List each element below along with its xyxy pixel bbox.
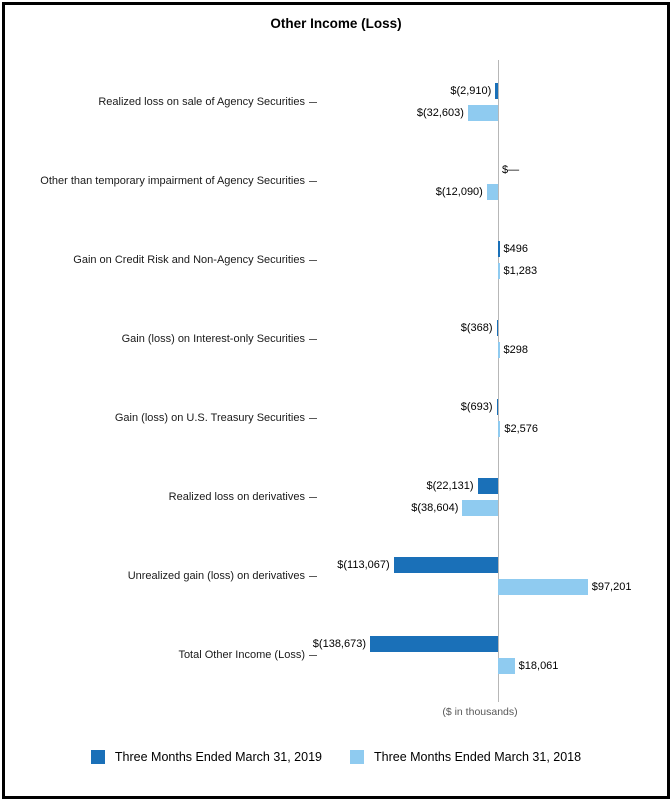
bar-series-2019 bbox=[498, 240, 500, 257]
legend-swatch-2018 bbox=[350, 750, 364, 764]
value-label: $(38,604) bbox=[411, 501, 459, 514]
bar-series-2018 bbox=[498, 578, 588, 595]
category-label: Other than temporary impairment of Agenc… bbox=[40, 174, 305, 187]
legend-item-2019: Three Months Ended March 31, 2019 bbox=[90, 750, 322, 764]
bar-series-2018 bbox=[498, 420, 501, 437]
category-tick bbox=[309, 101, 317, 103]
bar-series-2018 bbox=[498, 657, 515, 674]
zero-axis-line bbox=[498, 60, 499, 702]
value-label: $(32,603) bbox=[416, 106, 464, 119]
value-label: $— bbox=[502, 163, 520, 176]
category-tick bbox=[309, 417, 317, 419]
category-label: Realized loss on sale of Agency Securiti… bbox=[98, 95, 305, 108]
bar-series-2018 bbox=[467, 104, 498, 121]
value-label: $97,201 bbox=[591, 580, 632, 593]
value-label: $1,283 bbox=[503, 264, 538, 277]
legend-label-2019: Three Months Ended March 31, 2019 bbox=[114, 750, 322, 764]
category-label: Gain (loss) on U.S. Treasury Securities bbox=[114, 411, 305, 424]
bar-series-2019 bbox=[496, 319, 498, 336]
bar-series-2018 bbox=[498, 341, 500, 358]
legend-label-2018: Three Months Ended March 31, 2018 bbox=[374, 750, 582, 764]
category-label: Realized loss on derivatives bbox=[168, 490, 305, 503]
bar-series-2019 bbox=[496, 398, 498, 415]
bar-series-2018 bbox=[462, 499, 498, 516]
category-tick bbox=[309, 654, 317, 656]
value-label: $(12,090) bbox=[435, 185, 483, 198]
axis-units-note: ($ in thousands) bbox=[442, 706, 518, 718]
value-label: $(138,673) bbox=[312, 637, 367, 650]
category-label: Gain (loss) on Interest-only Securities bbox=[121, 332, 305, 345]
bar-series-2019 bbox=[477, 477, 498, 494]
category-tick bbox=[309, 259, 317, 261]
bar-series-2019 bbox=[393, 556, 498, 573]
category-tick bbox=[309, 180, 317, 182]
value-label: $298 bbox=[503, 343, 528, 356]
value-label: $(693) bbox=[460, 400, 493, 413]
category-tick bbox=[309, 496, 317, 498]
value-label: $18,061 bbox=[518, 659, 559, 672]
bar-series-2019 bbox=[495, 82, 498, 99]
category-tick bbox=[309, 338, 317, 340]
value-label: $(22,131) bbox=[426, 479, 474, 492]
bar-series-2018 bbox=[498, 262, 500, 279]
value-label: $(2,910) bbox=[450, 84, 492, 97]
category-label: Unrealized gain (loss) on derivatives bbox=[127, 569, 305, 582]
legend-item-2018: Three Months Ended March 31, 2018 bbox=[350, 750, 581, 764]
chart-title: Other Income (Loss) bbox=[270, 16, 402, 31]
value-label: $(113,067) bbox=[337, 558, 390, 571]
legend-swatch-2019 bbox=[90, 750, 105, 764]
legend: Three Months Ended March 31, 2019 Three … bbox=[0, 750, 672, 764]
value-label: $496 bbox=[503, 242, 528, 255]
value-label: $(368) bbox=[460, 321, 493, 334]
category-label: Total Other Income (Loss) bbox=[178, 648, 305, 661]
bar-series-2019 bbox=[370, 635, 498, 652]
value-label: $2,576 bbox=[504, 422, 539, 435]
bar-series-2018 bbox=[486, 183, 498, 200]
category-tick bbox=[309, 575, 317, 577]
category-label: Gain on Credit Risk and Non-Agency Secur… bbox=[73, 253, 305, 266]
